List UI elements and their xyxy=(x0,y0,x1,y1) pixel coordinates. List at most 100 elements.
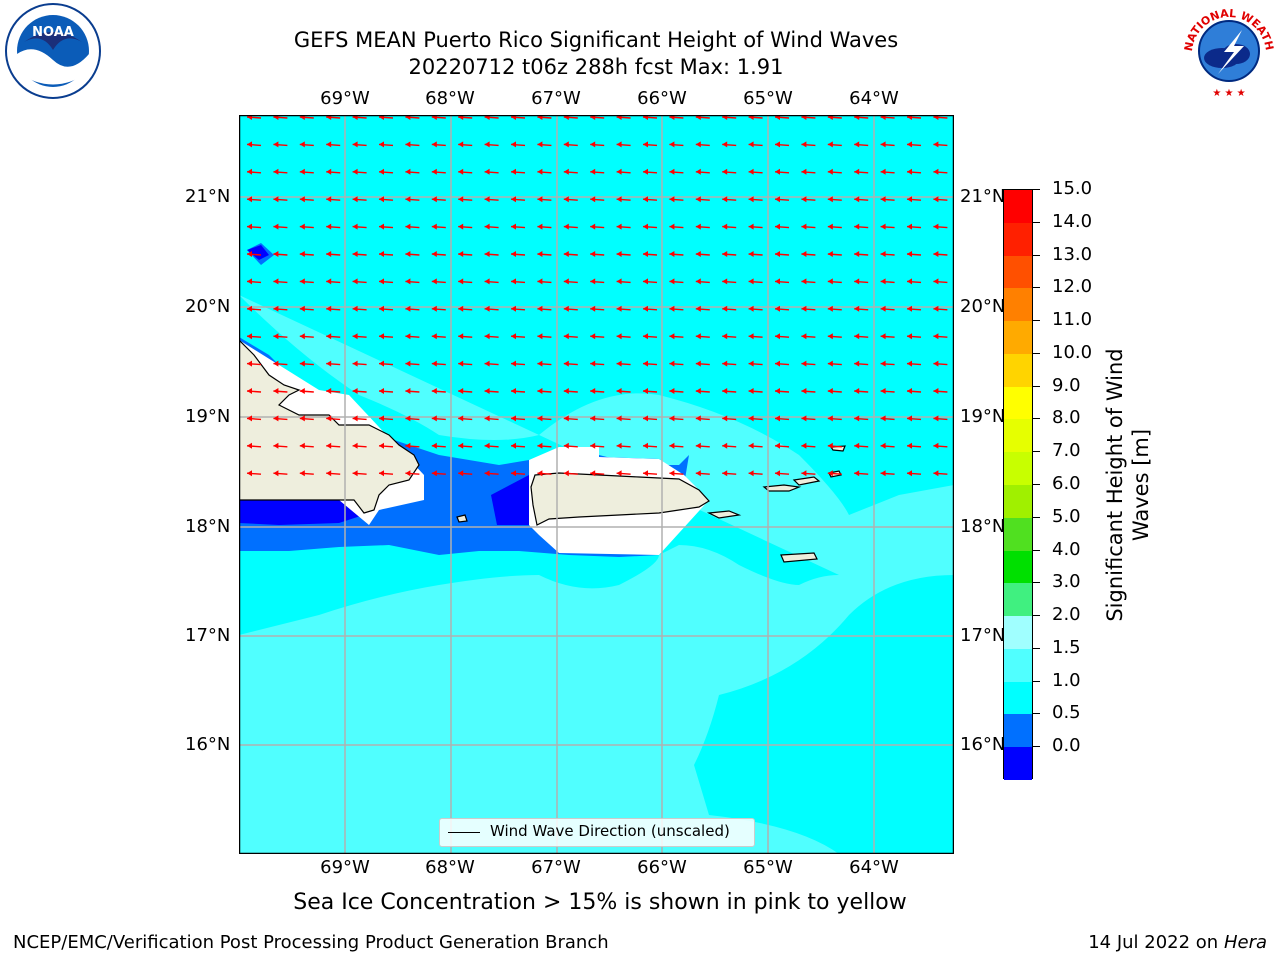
wave-direction-arrowhead xyxy=(458,305,464,312)
wave-direction-arrowhead xyxy=(827,415,833,422)
wave-direction-arrowhead xyxy=(722,251,728,257)
wave-direction-arrowhead xyxy=(801,333,807,340)
wave-direction-arrowhead xyxy=(458,360,464,367)
wave-direction-arrowhead xyxy=(880,470,886,477)
wave-direction-arrowhead xyxy=(563,278,569,285)
wave-direction-arrowhead xyxy=(379,196,384,203)
wave-direction-arrowhead xyxy=(854,305,860,312)
wave-direction-arrowhead xyxy=(431,141,437,148)
wave-direction-arrowhead xyxy=(695,333,701,340)
wave-direction-arrowhead xyxy=(484,388,490,394)
wave-direction-arrowhead xyxy=(563,442,569,449)
colorbar-tick-label: 10.0 xyxy=(1052,341,1093,363)
wave-direction-arrowhead xyxy=(669,168,675,175)
wave-direction-arrowhead xyxy=(669,278,675,285)
wave-direction-arrowhead xyxy=(801,388,807,394)
wave-direction-arrowhead xyxy=(590,168,596,175)
colorbar-tick-label: 9.0 xyxy=(1052,374,1081,396)
wave-direction-arrowhead xyxy=(273,470,279,477)
wave-direction-arrowhead xyxy=(511,251,516,257)
wave-direction-arrowhead xyxy=(299,333,305,340)
wave-direction-arrowhead xyxy=(299,168,305,175)
wave-direction-arrowhead xyxy=(299,360,305,367)
wave-direction-arrowhead xyxy=(405,223,411,230)
wave-direction-arrowhead xyxy=(352,196,358,203)
wave-direction-arrowhead xyxy=(484,168,490,175)
wave-direction-arrowhead xyxy=(722,141,728,148)
colorbar-segment xyxy=(1004,681,1032,715)
wave-direction-arrowhead xyxy=(537,196,543,203)
footer-credit: NCEP/EMC/Verification Post Processing Pr… xyxy=(13,932,609,953)
colorbar xyxy=(1003,189,1033,781)
map-legend: Wind Wave Direction (unscaled) xyxy=(439,818,755,847)
wave-direction-arrowhead xyxy=(299,388,305,394)
wave-direction-arrowhead xyxy=(775,360,780,367)
colorbar-segment xyxy=(1004,419,1032,453)
wave-direction-arrowhead xyxy=(695,168,701,175)
wave-direction-arrowhead xyxy=(590,442,596,449)
lon-label-top: 69°W xyxy=(320,88,370,109)
colorbar-tick-label: 4.0 xyxy=(1052,538,1081,560)
wave-direction-arrowhead xyxy=(643,168,648,175)
wave-direction-arrowhead xyxy=(669,196,675,203)
wave-direction-arrowhead xyxy=(854,415,860,422)
wave-direction-arrowhead xyxy=(458,278,464,285)
lon-label-bottom: 69°W xyxy=(320,857,370,878)
wave-direction-arrowhead xyxy=(801,141,807,148)
wave-direction-arrowhead xyxy=(907,168,912,175)
wave-direction-arrowhead xyxy=(247,470,252,477)
wave-direction-arrowhead xyxy=(379,168,384,175)
wave-direction-arrowhead xyxy=(352,251,358,257)
wave-direction-arrowhead xyxy=(827,388,833,394)
wave-direction-arrowhead xyxy=(273,333,279,340)
wave-direction-arrowhead xyxy=(616,251,622,257)
wave-direction-arrowhead xyxy=(405,360,411,367)
wave-direction-arrowhead xyxy=(722,415,728,422)
wave-direction-arrowhead xyxy=(537,360,543,367)
wave-direction-arrowhead xyxy=(379,333,384,340)
colorbar-segment xyxy=(1004,288,1032,322)
wave-direction-arrowhead xyxy=(247,196,252,203)
wave-direction-arrowhead xyxy=(907,388,912,394)
wave-direction-arrowhead xyxy=(299,278,305,285)
wave-direction-arrowhead xyxy=(537,388,543,394)
wave-direction-arrowhead xyxy=(643,278,648,285)
wave-direction-arrowhead xyxy=(880,196,886,203)
wave-direction-arrowhead xyxy=(431,442,437,449)
wave-direction-arrowhead xyxy=(405,305,411,312)
wave-direction-arrowhead xyxy=(458,470,464,477)
wave-direction-arrowhead xyxy=(616,141,622,148)
wave-direction-arrowhead xyxy=(458,388,464,394)
wave-direction-arrowhead xyxy=(511,278,516,285)
wave-direction-arrowhead xyxy=(590,470,596,477)
wave-direction-arrowhead xyxy=(748,196,754,203)
wave-direction-arrowhead xyxy=(405,196,411,203)
wave-direction-arrowhead xyxy=(431,333,437,340)
map-gridlines xyxy=(239,115,954,854)
wave-direction-arrowhead xyxy=(669,442,675,449)
wave-direction-arrowhead xyxy=(722,470,728,477)
wave-direction-arrowhead xyxy=(379,388,384,394)
colorbar-segment xyxy=(1004,648,1032,683)
wave-direction-arrowhead xyxy=(484,141,490,148)
wave-direction-arrowhead xyxy=(299,415,305,422)
wave-direction-arrowhead xyxy=(616,196,622,203)
lon-label-bottom: 65°W xyxy=(743,857,793,878)
wave-direction-arrowhead xyxy=(352,470,358,477)
wave-direction-arrowhead xyxy=(695,415,701,422)
wave-direction-arrowhead xyxy=(484,251,490,257)
wave-direction-arrowhead xyxy=(299,442,305,449)
wave-direction-arrowhead xyxy=(695,442,701,449)
colorbar-tick-label: 1.0 xyxy=(1052,669,1081,691)
wave-direction-arrowhead xyxy=(722,333,728,340)
lon-label-top: 64°W xyxy=(849,88,899,109)
wave-direction-arrowhead xyxy=(616,305,622,312)
wave-direction-arrowhead xyxy=(379,223,384,230)
wave-direction-arrowhead xyxy=(247,442,252,449)
wave-direction-arrowhead xyxy=(431,360,437,367)
noaa-logo: NOAA xyxy=(4,2,102,100)
wave-direction-arrowhead xyxy=(854,470,860,477)
lon-label-bottom: 64°W xyxy=(849,857,899,878)
wave-direction-arrowhead xyxy=(643,360,648,367)
wave-direction-arrowhead xyxy=(352,168,358,175)
